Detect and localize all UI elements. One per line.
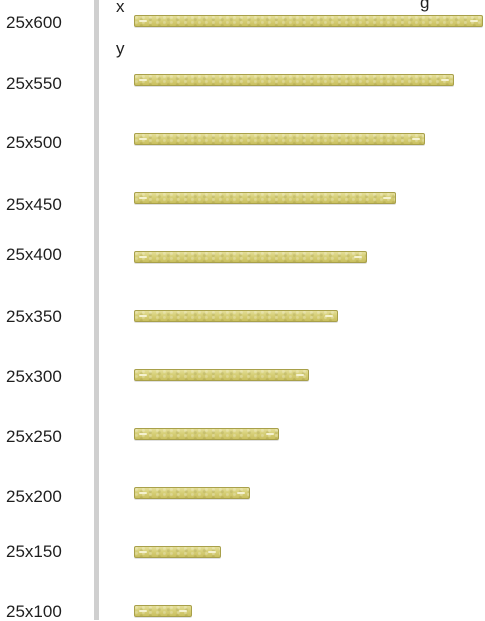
row-label: 25x150 bbox=[6, 542, 62, 561]
row-label: 25x450 bbox=[6, 195, 62, 214]
row-label: 25x550 bbox=[6, 74, 62, 93]
axis-x-label: x bbox=[116, 0, 125, 16]
strip-bar bbox=[134, 310, 338, 322]
row-label: 25x350 bbox=[6, 307, 62, 326]
strip-bar bbox=[134, 428, 279, 440]
row-label: 25x300 bbox=[6, 367, 62, 386]
strip-bar bbox=[134, 15, 483, 27]
row-label: 25x600 bbox=[6, 13, 62, 32]
strip-bar bbox=[134, 251, 367, 263]
row-label: 25x200 bbox=[6, 487, 62, 506]
strip-bar bbox=[134, 605, 192, 617]
row-label: 25x400 bbox=[6, 245, 62, 264]
vertical-divider bbox=[94, 0, 99, 620]
row-label: 25x100 bbox=[6, 602, 62, 621]
strip-bar bbox=[134, 74, 454, 86]
strip-bar bbox=[134, 192, 396, 204]
strip-bar bbox=[134, 369, 309, 381]
axis-y-label: y bbox=[116, 39, 125, 58]
strip-bar bbox=[134, 133, 425, 145]
strip-bar bbox=[134, 487, 250, 499]
clipped-top-text: g bbox=[420, 0, 430, 12]
row-label: 25x500 bbox=[6, 133, 62, 152]
row-label: 25x250 bbox=[6, 427, 62, 446]
strip-bar bbox=[134, 546, 221, 558]
